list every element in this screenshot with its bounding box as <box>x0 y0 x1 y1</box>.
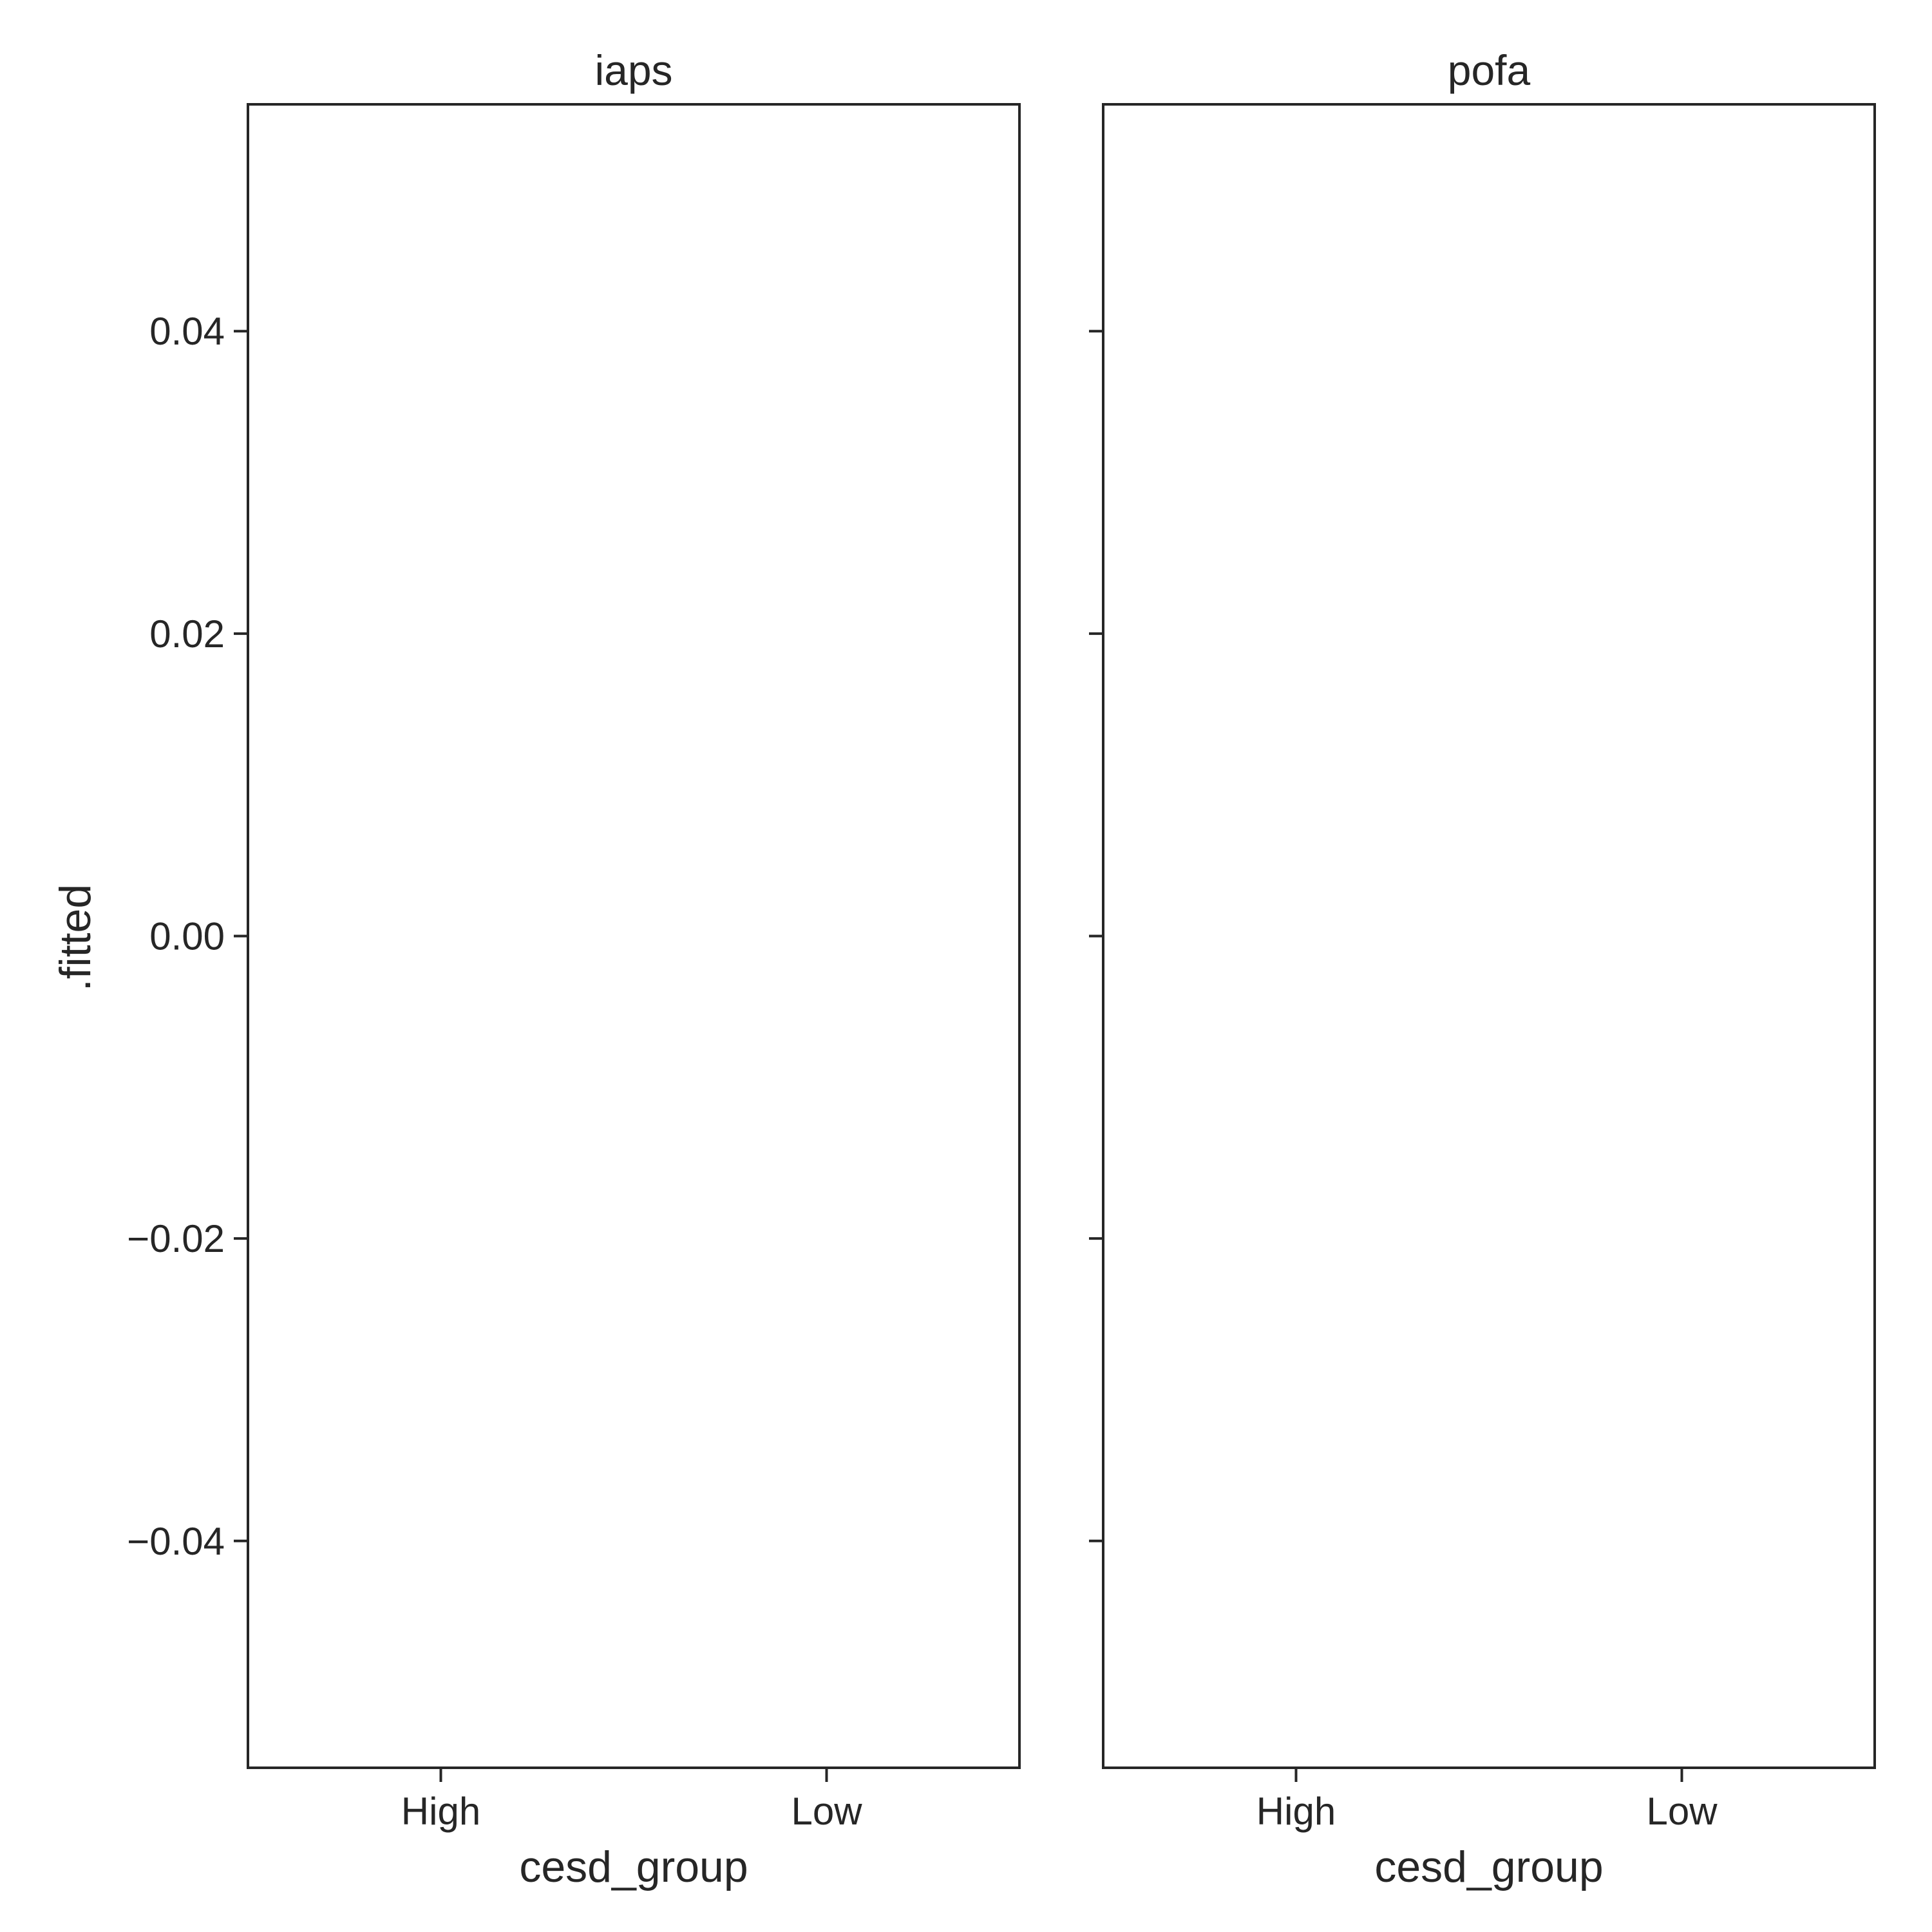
y-tick-label: 0.04 <box>149 310 225 353</box>
x-tick-label-high: High <box>1256 1790 1336 1833</box>
facet-title-pofa: pofa <box>1448 46 1531 94</box>
x-tick-label-low: Low <box>791 1790 862 1833</box>
x-tick-label-low: Low <box>1646 1790 1718 1833</box>
x-tick-label-high: High <box>401 1790 480 1833</box>
facet-panel-iaps: iaps 0.04 0.02 0.00 −0.02 −0.04 High Low cesd_gr… <box>127 46 1021 1891</box>
x-axis-label: cesd_group <box>1374 1842 1603 1891</box>
plot-area-pofa <box>1102 103 1876 1769</box>
plot-area-iaps <box>247 103 1021 1769</box>
facet-panel-pofa: pofa High Low cesd_group <box>1089 46 1876 1891</box>
x-axis-label: cesd_group <box>519 1842 748 1891</box>
y-tick-label: 0.02 <box>149 612 225 656</box>
facet-title-iaps: iaps <box>594 46 672 94</box>
y-tick-label: −0.04 <box>127 1520 225 1563</box>
y-tick-label: −0.02 <box>127 1217 225 1260</box>
y-tick-label: 0.00 <box>149 915 225 958</box>
y-axis-label: .fitted <box>51 884 100 991</box>
